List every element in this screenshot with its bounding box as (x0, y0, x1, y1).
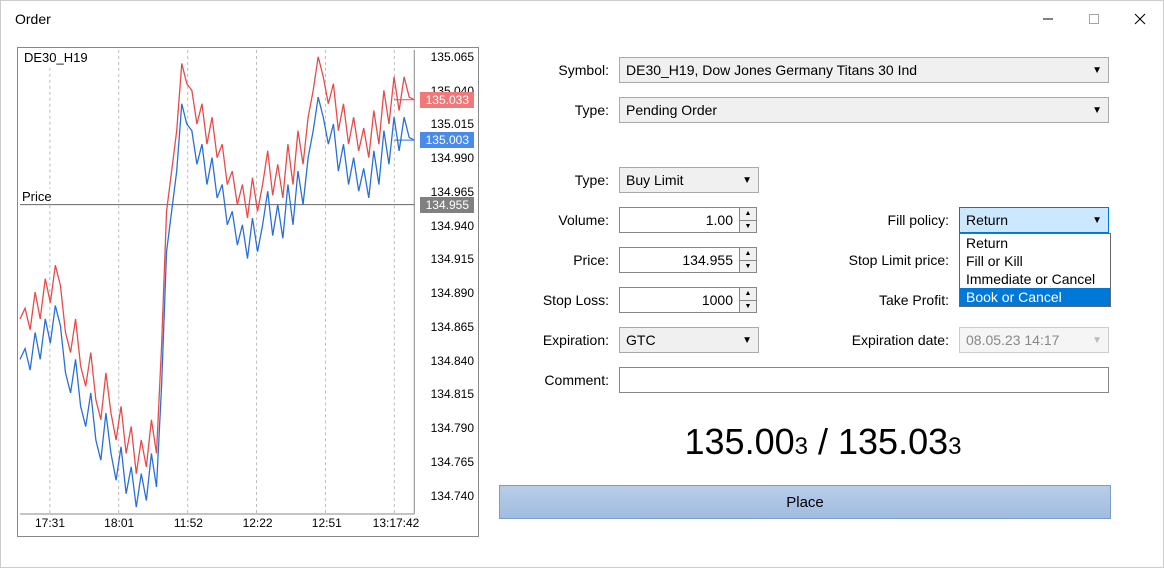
chevron-down-icon: ▼ (1092, 65, 1102, 76)
price-input[interactable] (619, 247, 739, 273)
stop-loss-down[interactable]: ▼ (740, 301, 756, 313)
form-panel: Symbol: DE30_H19, Dow Jones Germany Tita… (499, 47, 1147, 551)
stop-limit-price-label: Stop Limit price: (839, 252, 959, 268)
chart-x-axis: 17:3118:0111:5212:2212:5113:17:42 (18, 516, 414, 534)
y-axis-tick: 134.915 (431, 252, 474, 266)
x-axis-tick: 11:52 (174, 516, 203, 530)
content: DE30_H19 Price 135.065135.040135.015134.… (1, 37, 1163, 567)
fill-policy-value: Return (966, 212, 1086, 228)
place-button[interactable]: Place (499, 485, 1111, 519)
symbol-label: Symbol: (499, 62, 619, 78)
y-axis-tick: 134.765 (431, 455, 474, 469)
expiration-combo[interactable]: GTC ▼ (619, 327, 759, 353)
volume-input[interactable] (619, 207, 739, 233)
y-axis-tick: 134.790 (431, 421, 474, 435)
ask-price-main: 135.03 (838, 421, 948, 462)
bid-price-sub: 3 (795, 433, 808, 460)
expiration-value: GTC (626, 332, 736, 348)
y-axis-tick: 134.940 (431, 219, 474, 233)
x-axis-tick: 12:22 (243, 516, 273, 530)
fill-policy-combo[interactable]: Return ▼ (959, 207, 1109, 233)
expiration-label: Expiration: (499, 332, 619, 348)
stop-loss-input[interactable] (619, 287, 739, 313)
chart-symbol-label: DE30_H19 (22, 50, 90, 65)
order-type-combo[interactable]: Buy Limit ▼ (619, 167, 759, 193)
stop-loss-spinner[interactable]: ▲ ▼ (619, 287, 757, 313)
chart-price-label: Price (22, 189, 52, 204)
expiration-date-combo: 08.05.23 14:17 ▼ (959, 327, 1109, 353)
take-profit-label: Take Profit: (839, 292, 959, 308)
y-axis-tick: 135.015 (431, 117, 474, 131)
maximize-button (1071, 1, 1117, 37)
fill-policy-label: Fill policy: (839, 212, 959, 228)
y-axis-tick: 134.890 (431, 286, 474, 300)
price-up[interactable]: ▲ (740, 248, 756, 261)
type-label: Type: (499, 102, 619, 118)
chart-panel: DE30_H19 Price 135.065135.040135.015134.… (17, 47, 479, 537)
stop-loss-label: Stop Loss: (499, 292, 619, 308)
x-axis-tick: 17:31 (35, 516, 65, 530)
price-tag: 135.003 (420, 132, 474, 148)
order-type-value: Buy Limit (626, 172, 736, 188)
price-tag: 135.033 (420, 92, 474, 108)
type-combo[interactable]: Pending Order ▼ (619, 97, 1109, 123)
price-down[interactable]: ▼ (740, 261, 756, 273)
fill-policy-dropdown[interactable]: ReturnFill or KillImmediate or CancelBoo… (959, 233, 1111, 307)
bid-price-main: 135.00 (685, 421, 795, 462)
x-axis-tick: 12:51 (312, 516, 342, 530)
chevron-down-icon: ▼ (1092, 215, 1102, 226)
volume-label: Volume: (499, 212, 619, 228)
fill-policy-option[interactable]: Return (960, 234, 1110, 252)
minimize-button[interactable] (1025, 1, 1071, 37)
y-axis-tick: 135.065 (431, 50, 474, 64)
window-title: Order (15, 11, 1025, 27)
chart-y-axis: 135.065135.040135.015134.990134.965134.9… (418, 48, 474, 514)
y-axis-tick: 134.815 (431, 387, 474, 401)
chart-svg (18, 48, 478, 536)
fill-policy-option[interactable]: Immediate or Cancel (960, 270, 1110, 288)
titlebar: Order (1, 1, 1163, 37)
symbol-value: DE30_H19, Dow Jones Germany Titans 30 In… (626, 62, 1086, 78)
x-axis-tick: 13:17:42 (373, 516, 420, 530)
volume-spinner[interactable]: ▲ ▼ (619, 207, 757, 233)
price-separator: / (818, 421, 838, 462)
close-button[interactable] (1117, 1, 1163, 37)
expiration-date-value: 08.05.23 14:17 (966, 332, 1086, 348)
y-axis-tick: 134.740 (431, 489, 474, 503)
price-spinner[interactable]: ▲ ▼ (619, 247, 757, 273)
symbol-combo[interactable]: DE30_H19, Dow Jones Germany Titans 30 In… (619, 57, 1109, 83)
comment-label: Comment: (499, 372, 619, 388)
expiration-date-label: Expiration date: (839, 332, 959, 348)
comment-input[interactable] (619, 367, 1109, 393)
chevron-down-icon: ▼ (1092, 105, 1102, 116)
order-type-label: Type: (499, 172, 619, 188)
y-axis-tick: 134.990 (431, 151, 474, 165)
type-value: Pending Order (626, 102, 1086, 118)
y-axis-tick: 134.865 (431, 320, 474, 334)
price-label: Price: (499, 252, 619, 268)
fill-policy-option[interactable]: Book or Cancel (960, 288, 1110, 306)
volume-down[interactable]: ▼ (740, 221, 756, 233)
volume-up[interactable]: ▲ (740, 208, 756, 221)
ask-price-sub: 3 (948, 433, 961, 460)
chevron-down-icon: ▼ (742, 335, 752, 346)
chevron-down-icon: ▼ (1092, 335, 1102, 346)
stop-loss-up[interactable]: ▲ (740, 288, 756, 301)
price-tag: 134.955 (420, 197, 474, 213)
order-window: Order DE30_H19 Price 135.065135.040135.0… (0, 0, 1164, 568)
x-axis-tick: 18:01 (104, 516, 134, 530)
fill-policy-option[interactable]: Fill or Kill (960, 252, 1110, 270)
chevron-down-icon: ▼ (742, 175, 752, 186)
price-display: 135.003 / 135.033 (499, 421, 1147, 463)
y-axis-tick: 134.840 (431, 354, 474, 368)
